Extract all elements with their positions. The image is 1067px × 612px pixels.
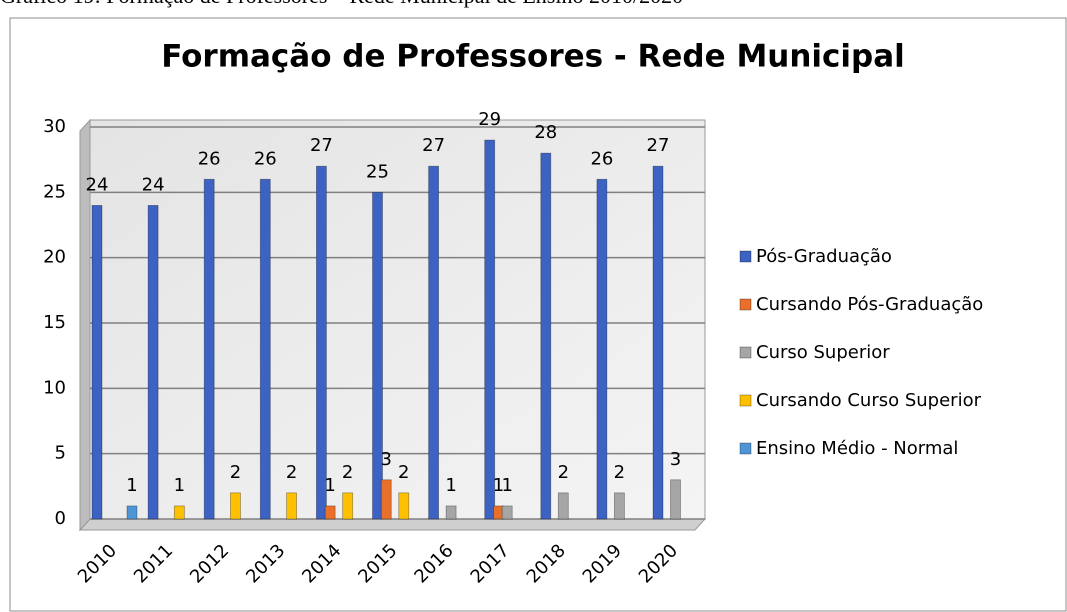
legend-label: Ensino Médio - Normal — [756, 438, 958, 459]
legend-label: Pós-Graduação — [756, 246, 892, 267]
y-tick-label: 30 — [43, 116, 66, 137]
value-label: 1 — [445, 475, 456, 496]
value-label: 27 — [647, 135, 670, 156]
legend-label: Cursando Pós-Graduação — [756, 294, 983, 315]
bar — [286, 492, 297, 520]
value-label: 3 — [381, 449, 392, 470]
y-tick-label: 20 — [43, 247, 66, 268]
bar — [614, 492, 625, 520]
value-label: 1 — [324, 475, 335, 496]
value-label: 27 — [422, 135, 445, 156]
value-label: 26 — [590, 148, 613, 169]
bar — [126, 505, 138, 520]
value-label: 2 — [614, 462, 625, 483]
bar — [501, 505, 513, 520]
legend-swatch — [739, 442, 752, 455]
bar — [445, 505, 457, 520]
value-label: 2 — [342, 462, 353, 483]
value-label: 2 — [398, 462, 409, 483]
y-tick-label: 10 — [43, 377, 66, 398]
bar — [652, 165, 664, 520]
bar — [315, 165, 327, 520]
value-label: 26 — [198, 148, 221, 169]
legend-label: Curso Superior — [756, 342, 890, 363]
caption: Gráfico 19: Formação de Professores – Re… — [0, 0, 683, 8]
legend-swatch — [739, 250, 752, 263]
y-tick-label: 15 — [43, 312, 66, 333]
bar — [147, 204, 159, 520]
bar — [398, 492, 410, 520]
value-label: 1 — [501, 475, 512, 496]
value-label: 26 — [254, 148, 277, 169]
legend-swatch — [739, 346, 752, 359]
value-label: 2 — [558, 462, 569, 483]
bar — [91, 204, 103, 520]
bar — [230, 492, 241, 520]
value-label: 2 — [230, 462, 241, 483]
bar — [540, 152, 552, 520]
value-label: 2 — [286, 462, 297, 483]
value-label: 27 — [310, 135, 333, 156]
bar — [596, 178, 608, 520]
y-tick-label: 0 — [55, 508, 66, 529]
value-label: 25 — [366, 161, 389, 182]
bar — [342, 492, 354, 520]
bar — [173, 505, 185, 520]
bar — [670, 479, 681, 520]
bar — [203, 178, 215, 520]
value-label: 28 — [534, 122, 557, 143]
bar — [557, 492, 569, 520]
value-label: 29 — [478, 109, 501, 130]
bar — [372, 191, 383, 520]
legend-swatch — [739, 394, 752, 407]
legend-swatch — [739, 298, 752, 311]
value-label: 1 — [126, 475, 137, 496]
value-label: 24 — [86, 174, 109, 195]
plot-floor — [78, 518, 707, 531]
bar — [428, 165, 440, 520]
bar — [380, 479, 392, 520]
bar — [259, 178, 271, 520]
y-tick-label: 25 — [43, 181, 66, 202]
bar — [484, 139, 496, 520]
legend-label: Cursando Curso Superior — [756, 390, 982, 411]
value-label: 24 — [142, 174, 165, 195]
bar — [324, 505, 336, 520]
value-label: 3 — [670, 449, 681, 470]
side-wall — [79, 118, 91, 532]
value-label: 1 — [174, 475, 185, 496]
y-tick-label: 5 — [55, 443, 66, 464]
value-label: 1 — [493, 475, 504, 496]
plot-wall — [89, 119, 706, 520]
chart-title: Formação de Professores - Rede Municipal — [161, 39, 905, 75]
